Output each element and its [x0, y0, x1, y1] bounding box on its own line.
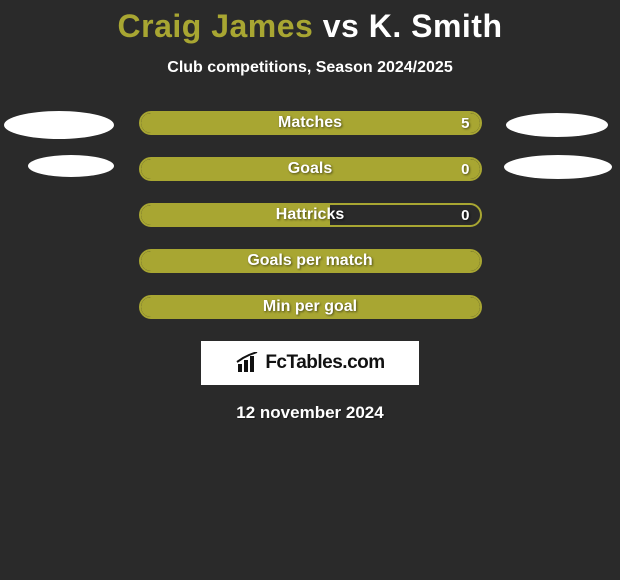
logo-text: FcTables.com — [265, 352, 384, 374]
stat-label: Hattricks — [276, 206, 344, 224]
page-title: Craig James vs K. Smith — [118, 8, 503, 45]
stat-bar: Goals per match — [139, 249, 482, 273]
stat-value: 0 — [461, 161, 469, 178]
logo-prefix: Fc — [265, 352, 286, 373]
stats-area: Matches 5 Goals 0 Hattricks 0 Goals per … — [0, 111, 620, 319]
stat-row: Goals 0 — [0, 157, 620, 181]
stat-row: Hattricks 0 — [0, 203, 620, 227]
snapshot-date: 12 november 2024 — [236, 403, 383, 423]
stat-label: Min per goal — [263, 298, 357, 316]
stat-label: Goals — [288, 160, 332, 178]
title-vs: vs — [323, 8, 360, 44]
stat-bar: Hattricks 0 — [139, 203, 482, 227]
stat-row: Min per goal — [0, 295, 620, 319]
source-logo: FcTables.com — [201, 341, 419, 385]
stat-bar: Matches 5 — [139, 111, 482, 135]
comparison-widget: Craig James vs K. Smith Club competition… — [0, 0, 620, 423]
chart-icon — [235, 352, 261, 374]
stat-value: 0 — [461, 207, 469, 224]
stat-row: Matches 5 — [0, 111, 620, 135]
title-player2: K. Smith — [369, 8, 503, 44]
stat-label: Matches — [278, 114, 342, 132]
stat-bar: Min per goal — [139, 295, 482, 319]
stat-row: Goals per match — [0, 249, 620, 273]
stat-value: 5 — [461, 115, 469, 132]
subtitle: Club competitions, Season 2024/2025 — [167, 59, 452, 77]
stat-label: Goals per match — [247, 252, 372, 270]
stat-bar: Goals 0 — [139, 157, 482, 181]
logo-rest: Tables.com — [287, 352, 385, 373]
title-player1: Craig James — [118, 8, 314, 44]
